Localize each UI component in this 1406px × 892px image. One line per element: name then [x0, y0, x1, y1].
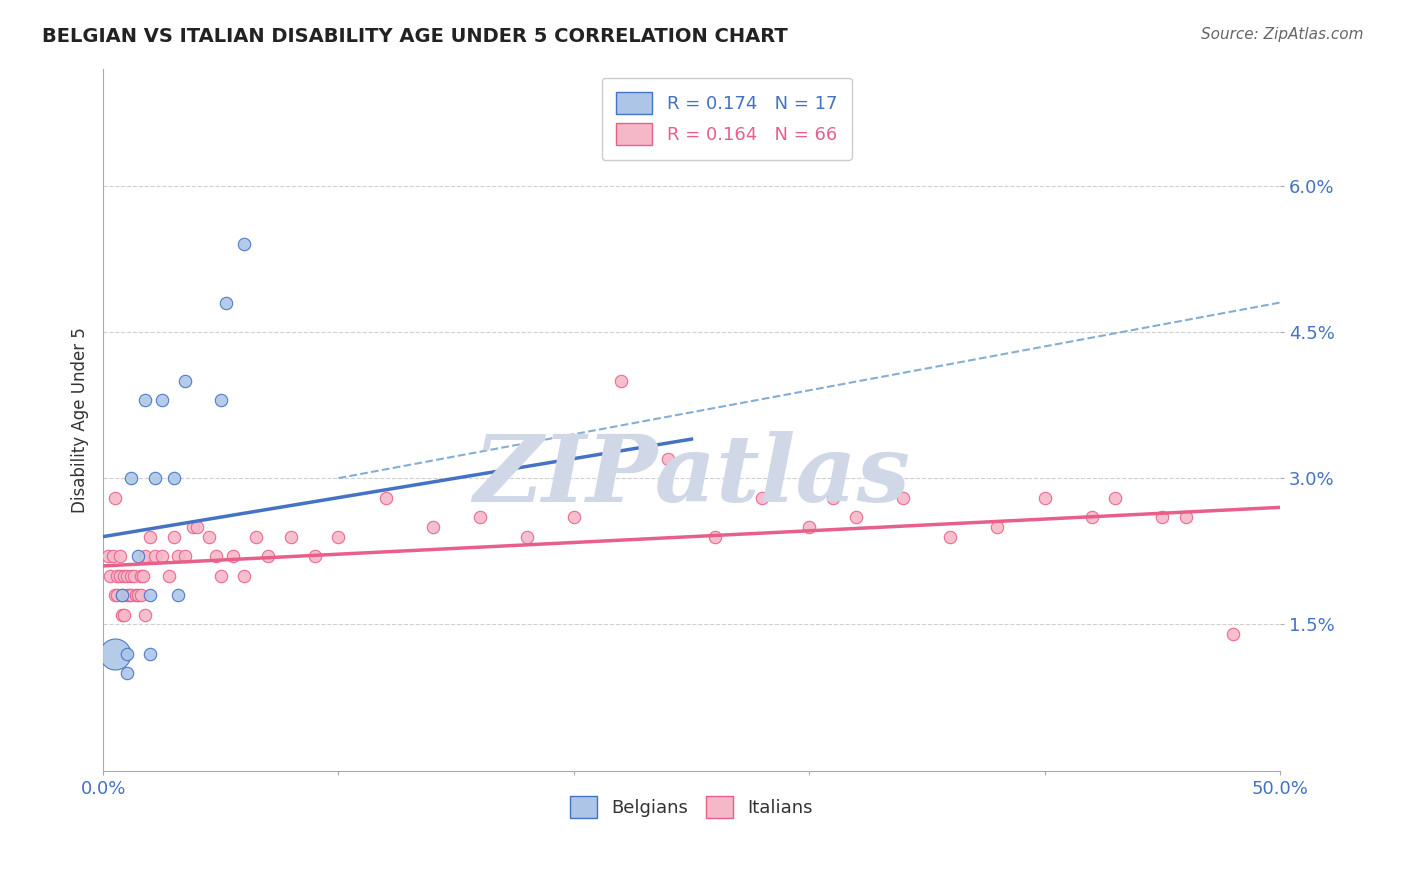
Point: [1080, 510, 1102, 524]
Point: [751, 491, 773, 505]
Point: [1152, 510, 1174, 524]
Point: [891, 491, 914, 505]
Point: [610, 374, 633, 388]
Point: [134, 607, 156, 622]
Point: [163, 530, 186, 544]
Point: [939, 530, 962, 544]
Point: [821, 491, 844, 505]
Point: [1222, 627, 1244, 641]
Point: [245, 530, 267, 544]
Point: [516, 530, 538, 544]
Point: [214, 295, 236, 310]
Point: [108, 549, 131, 563]
Point: [101, 549, 124, 563]
Point: [562, 510, 585, 524]
Point: [163, 471, 186, 485]
Point: [111, 588, 134, 602]
Point: [125, 588, 148, 602]
Point: [1174, 510, 1197, 524]
Point: [108, 568, 131, 582]
Point: [167, 549, 190, 563]
Point: [209, 393, 232, 408]
Point: [221, 549, 243, 563]
Point: [186, 520, 208, 534]
Point: [1033, 491, 1056, 505]
Point: [111, 607, 134, 622]
Point: [704, 530, 727, 544]
Point: [129, 568, 152, 582]
Point: [143, 471, 166, 485]
Point: [157, 568, 180, 582]
Point: [111, 588, 134, 602]
Point: [120, 568, 142, 582]
Point: [97, 549, 120, 563]
Point: [233, 568, 256, 582]
Point: [139, 530, 162, 544]
Point: [120, 471, 142, 485]
Point: [374, 491, 396, 505]
Point: [115, 647, 138, 661]
Point: [127, 549, 149, 563]
Point: [304, 549, 326, 563]
Point: [118, 588, 141, 602]
Point: [112, 568, 135, 582]
Point: [105, 568, 128, 582]
Text: BELGIAN VS ITALIAN DISABILITY AGE UNDER 5 CORRELATION CHART: BELGIAN VS ITALIAN DISABILITY AGE UNDER …: [42, 27, 787, 45]
Point: [134, 393, 156, 408]
Legend: Belgians, Italians: Belgians, Italians: [562, 789, 821, 825]
Point: [280, 530, 302, 544]
Point: [422, 520, 444, 534]
Point: [845, 510, 868, 524]
Point: [132, 568, 155, 582]
Point: [134, 549, 156, 563]
Point: [205, 549, 228, 563]
Text: ZIPatlas: ZIPatlas: [472, 431, 910, 521]
Point: [143, 549, 166, 563]
Point: [115, 666, 138, 681]
Point: [328, 530, 350, 544]
Point: [127, 588, 149, 602]
Point: [139, 647, 162, 661]
Point: [104, 491, 127, 505]
Point: [209, 568, 232, 582]
Point: [112, 607, 135, 622]
Text: Source: ZipAtlas.com: Source: ZipAtlas.com: [1201, 27, 1364, 42]
Point: [115, 568, 138, 582]
Point: [799, 520, 821, 534]
Point: [198, 530, 221, 544]
Point: [174, 374, 197, 388]
Point: [986, 520, 1008, 534]
Point: [167, 588, 190, 602]
Point: [657, 451, 679, 466]
Point: [98, 568, 121, 582]
Point: [1104, 491, 1126, 505]
Point: [233, 237, 256, 252]
Point: [181, 520, 204, 534]
Point: [105, 588, 128, 602]
Point: [468, 510, 491, 524]
Point: [120, 588, 142, 602]
Point: [174, 549, 197, 563]
Point: [122, 568, 145, 582]
Y-axis label: Disability Age Under 5: Disability Age Under 5: [72, 326, 89, 513]
Point: [129, 588, 152, 602]
Point: [104, 588, 127, 602]
Point: [115, 588, 138, 602]
Point: [104, 647, 127, 661]
Point: [150, 549, 173, 563]
Point: [139, 588, 162, 602]
Point: [150, 393, 173, 408]
Point: [257, 549, 280, 563]
